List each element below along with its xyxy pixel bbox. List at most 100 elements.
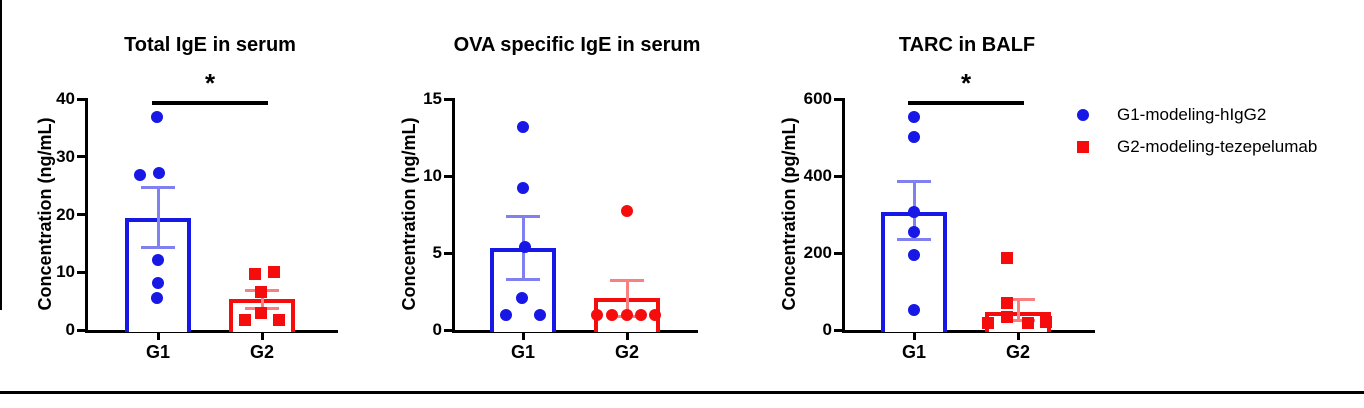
data-point-circle	[152, 254, 164, 267]
error-bar-cap-top	[141, 186, 175, 190]
data-point-square	[249, 267, 261, 280]
data-point-square	[1001, 297, 1013, 310]
data-point-square	[1001, 311, 1013, 324]
x-tick-mark	[1016, 333, 1020, 340]
y-tick-mark	[444, 328, 452, 332]
error-bar-cap-top	[506, 214, 540, 218]
y-tick-label: 40	[56, 89, 75, 108]
significance-line	[152, 101, 268, 105]
error-bar-cap-bottom	[897, 238, 931, 242]
error-bar-line	[1016, 299, 1020, 321]
x-axis-line	[842, 330, 1095, 333]
data-point-circle	[153, 166, 165, 179]
y-tick-mark	[834, 251, 842, 255]
data-point-circle	[152, 277, 164, 290]
x-tick-mark	[912, 333, 916, 340]
figure-border-bottom	[0, 391, 1364, 394]
figure-border-left	[0, 0, 2, 310]
y-tick-mark	[834, 97, 842, 101]
data-point-circle	[908, 303, 920, 316]
y-tick-mark	[77, 155, 85, 159]
data-point-circle	[908, 130, 920, 143]
data-point-circle	[534, 308, 546, 321]
error-bar-line	[156, 187, 160, 248]
chart-title: Total IgE in serum	[124, 34, 296, 56]
chart-title: OVA specific IgE in serum	[453, 34, 701, 56]
data-point-circle	[591, 308, 603, 321]
data-point-square	[1022, 317, 1034, 330]
y-tick-label: 600	[803, 89, 832, 108]
data-point-circle	[500, 308, 512, 321]
y-tick-label: 5	[432, 243, 442, 262]
y-tick-label: 15	[423, 89, 442, 108]
y-axis-line	[85, 98, 88, 333]
data-point-circle	[151, 111, 163, 124]
x-category-label: G2	[1005, 342, 1030, 362]
significance-star: *	[204, 68, 216, 98]
y-tick-mark	[834, 328, 842, 332]
y-tick-label: 10	[423, 166, 442, 185]
y-tick-label: 0	[822, 320, 832, 339]
data-point-circle	[621, 308, 633, 321]
y-tick-mark	[444, 174, 452, 178]
data-point-circle	[519, 240, 531, 253]
data-point-circle	[908, 205, 920, 218]
y-tick-label: 400	[803, 166, 832, 185]
x-tick-mark	[156, 333, 160, 340]
x-category-label: G1	[901, 342, 926, 362]
data-point-circle	[606, 308, 618, 321]
data-point-circle	[635, 308, 647, 321]
y-tick-mark	[77, 213, 85, 216]
y-tick-mark	[77, 270, 85, 274]
data-point-circle	[516, 291, 528, 304]
y-axis-line	[452, 98, 455, 333]
y-tick-label: 10	[56, 262, 75, 282]
error-bar-cap-top	[610, 279, 644, 283]
y-tick-label: 30	[56, 146, 75, 166]
x-category-label: G2	[614, 342, 639, 362]
y-tick-label: 0	[432, 320, 442, 339]
data-point-circle	[908, 226, 920, 239]
x-axis-line	[85, 330, 338, 333]
error-bar-line	[260, 290, 264, 309]
significance-line	[908, 101, 1024, 105]
x-category-label: G2	[249, 342, 274, 362]
legend-item-label: G1-modeling-hIgG2	[1117, 105, 1267, 124]
data-point-circle	[517, 120, 529, 133]
chart-title: TARC in BALF	[898, 34, 1036, 56]
data-point-circle	[151, 291, 163, 304]
data-point-circle	[517, 182, 529, 195]
data-point-square	[239, 314, 251, 327]
y-tick-mark	[77, 97, 85, 101]
x-tick-mark	[521, 333, 525, 340]
y-tick-mark	[444, 251, 452, 255]
error-bar-cap-top	[1001, 298, 1035, 302]
x-tick-mark	[625, 333, 629, 340]
x-category-label: G1	[510, 342, 535, 362]
data-point-square	[268, 266, 280, 279]
y-tick-mark	[834, 174, 842, 178]
x-category-label: G1	[145, 342, 170, 362]
data-point-square	[273, 314, 285, 327]
data-point-square	[255, 307, 267, 320]
legend-item-label: G2-modeling-tezepelumab	[1117, 137, 1318, 156]
data-point-square	[1040, 315, 1052, 328]
error-bar-cap-top	[897, 180, 931, 184]
legend-marker-square	[1077, 141, 1089, 153]
error-bar-line	[625, 280, 629, 317]
error-bar-cap-bottom	[141, 246, 175, 250]
y-tick-label: 0	[65, 320, 75, 339]
error-bar-cap-bottom	[506, 277, 540, 281]
data-point-circle	[649, 308, 661, 321]
data-point-square	[1001, 252, 1013, 265]
y-tick-mark	[444, 97, 452, 101]
y-tick-label: 200	[803, 243, 832, 262]
x-tick-mark	[260, 333, 264, 340]
error-bar-cap-bottom	[1001, 319, 1035, 323]
data-point-circle	[908, 249, 920, 262]
x-axis-line	[452, 330, 698, 333]
legend-marker-circle	[1077, 109, 1089, 121]
data-point-square	[982, 316, 994, 329]
y-tick-mark	[77, 328, 85, 332]
